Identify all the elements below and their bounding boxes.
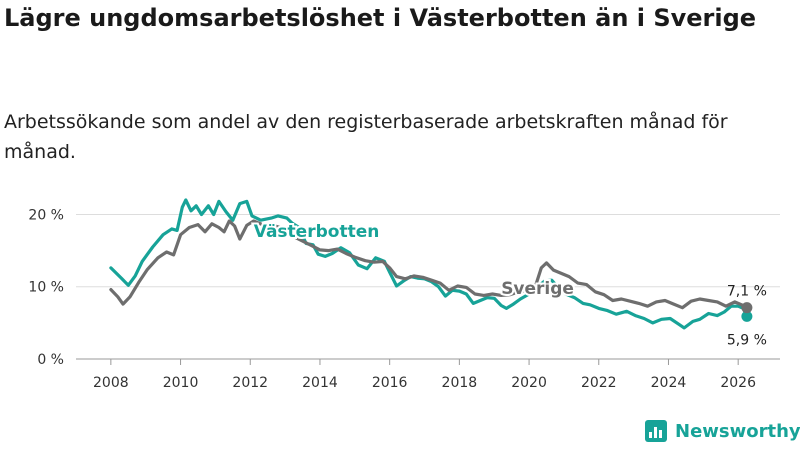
chart-subtitle: Arbetssökande som andel av den registerb… xyxy=(4,111,728,163)
gridlines xyxy=(76,213,780,360)
chart-title: Lägre ungdomsarbetslöshet i Västerbotten… xyxy=(4,4,757,32)
end-value-label-sverige: 7,1 % xyxy=(727,284,767,300)
x-tick-label: 2008 xyxy=(93,375,129,391)
series-lines xyxy=(109,198,753,330)
x-tick-label: 2024 xyxy=(651,375,687,391)
brand-name: Newsworthy xyxy=(675,420,800,442)
series-label-sverige: Sverige xyxy=(501,279,574,299)
end-value-label-vasterbotten: 5,9 % xyxy=(727,332,767,348)
x-tick-label: 2012 xyxy=(232,375,268,391)
series-label-vasterbotten: Västerbotten xyxy=(254,222,380,242)
x-tick-label: 2010 xyxy=(163,375,199,391)
series-line-vasterbotten xyxy=(109,198,749,330)
series-labels: Västerbotten Sverige 5,9 % 7,1 % xyxy=(252,220,767,349)
series-line-sverige xyxy=(109,219,749,310)
y-tick-label: 20 % xyxy=(28,207,64,223)
y-axis-ticks: 0 % 10 % 20 % xyxy=(28,207,64,368)
newsworthy-logo: Newsworthy xyxy=(645,420,800,442)
newsworthy-logo-icon xyxy=(645,420,667,442)
x-tick-label: 2016 xyxy=(372,375,408,391)
y-tick-label: 0 % xyxy=(37,352,64,368)
x-tick-label: 2022 xyxy=(581,375,617,391)
end-point-vasterbotten xyxy=(741,310,753,322)
end-point-sverige xyxy=(741,302,753,314)
x-tick-label: 2014 xyxy=(302,375,338,391)
x-axis-ticks: 2008 2010 2012 2014 2016 2018 2020 2022 2024 2026 xyxy=(93,359,756,391)
x-tick-label: 2026 xyxy=(720,375,756,391)
y-tick-label: 10 % xyxy=(28,280,64,296)
x-tick-label: 2020 xyxy=(511,375,547,391)
x-tick-label: 2018 xyxy=(442,375,478,391)
